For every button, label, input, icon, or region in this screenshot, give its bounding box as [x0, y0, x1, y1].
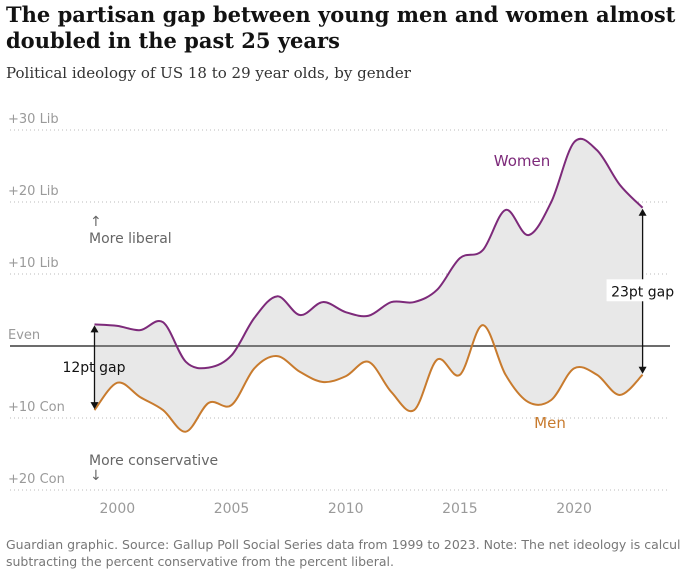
x-tick-label: 2010	[328, 501, 364, 517]
line	[94, 137, 644, 370]
y-tick-label: +10 Con	[8, 400, 65, 415]
label-bg	[606, 279, 679, 302]
y-tick-label: +20 Lib	[8, 184, 59, 199]
gap-area	[94, 138, 643, 432]
x-tick-label: 2000	[100, 501, 136, 517]
gap-label: 23pt gap	[611, 284, 674, 300]
annotation: More conservative	[89, 453, 218, 469]
arrowhead	[638, 208, 647, 216]
y-tick-label: +30 Lib	[8, 112, 59, 127]
source: Guardian graphic. Source: Gallup Poll So…	[6, 537, 680, 552]
series-label: Men	[534, 414, 566, 432]
chart-title: The partisan gap between young men and w…	[6, 2, 676, 27]
chart-title: doubled in the past 25 years	[6, 28, 340, 53]
gap-label: 12pt gap	[62, 360, 125, 376]
source: subtracting the percent conservative fro…	[6, 554, 394, 569]
arrow: ↓	[90, 468, 102, 484]
y-tick-label: +20 Con	[8, 472, 65, 487]
arrowhead	[638, 366, 647, 374]
chart-subtitle: Political ideology of US 18 to 29 year o…	[6, 64, 412, 82]
y-tick-label: Even	[8, 328, 40, 343]
line	[93, 324, 644, 433]
arrowhead	[90, 402, 99, 410]
y-tick-label: +10 Lib	[8, 256, 59, 271]
x-tick-label: 2015	[442, 501, 478, 517]
arrow: ↑	[90, 214, 102, 230]
plot: +30 Lib +20 Lib +10 Lib Even +10 Con +20 Con 2…	[8, 112, 679, 517]
series-label: Women	[494, 152, 550, 170]
arrowhead	[90, 325, 99, 333]
annotation: More liberal	[89, 231, 172, 247]
x-tick-label: 2005	[214, 501, 250, 517]
x-tick-label: 2020	[556, 501, 592, 517]
